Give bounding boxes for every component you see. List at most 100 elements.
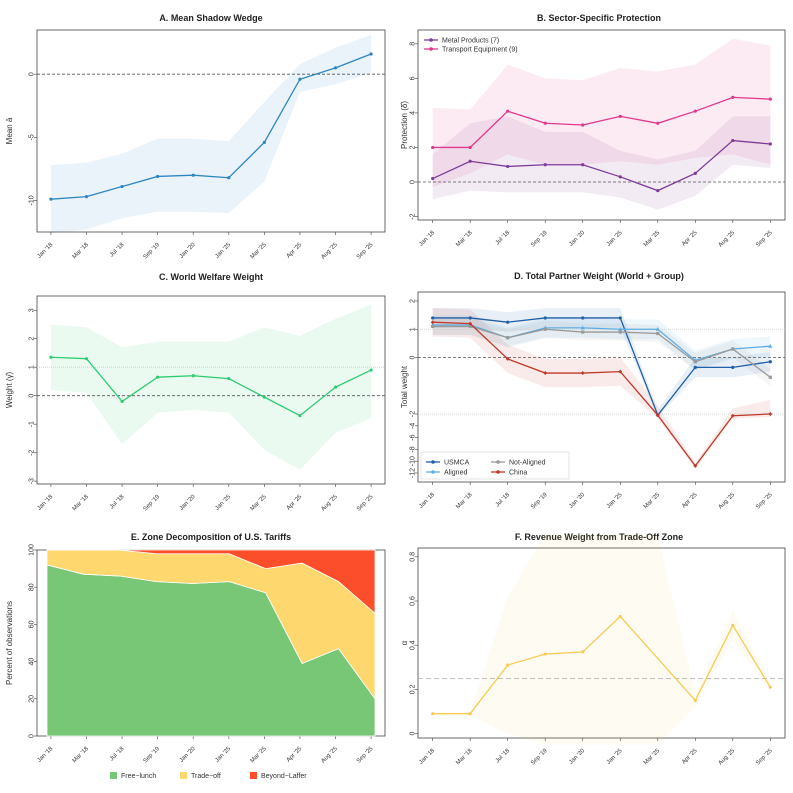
data-point (618, 114, 622, 118)
data-point (430, 320, 435, 325)
y-tick-label: 8 (410, 42, 417, 46)
data-point (543, 163, 547, 167)
x-tick-label: Apr '25 (681, 492, 699, 510)
legend-box (420, 451, 570, 480)
y-tick-label: -2 (410, 411, 417, 417)
x-tick-label: Jan '25 (214, 242, 232, 260)
data-point (468, 316, 472, 320)
data-point (431, 145, 435, 150)
data-point (506, 109, 510, 113)
data-point (468, 159, 472, 163)
series-line (432, 324, 771, 362)
x-tick-label: Jan '25 (606, 748, 624, 766)
y-tick-label: 0.6 (410, 596, 417, 606)
confidence-band (432, 534, 771, 745)
y-tick-label: 80 (29, 583, 36, 591)
x-tick-label: Mar '25 (643, 492, 662, 511)
legend-label: Free−lunch (121, 773, 156, 780)
x-tick-label: Sep '19 (530, 230, 549, 249)
x-tick-label: Sep '25 (755, 748, 774, 767)
data-point (431, 176, 435, 181)
y-tick-label: 1 (410, 327, 417, 331)
x-tick-label: Jan '20 (568, 748, 586, 766)
x-tick-label: Mar '18 (455, 492, 474, 511)
y-tick-label: 0 (29, 394, 36, 398)
x-tick-label: Apr '25 (286, 746, 304, 764)
y-tick-label: -10 (410, 456, 417, 466)
legend-marker (496, 460, 500, 464)
data-point (580, 371, 585, 376)
x-tick-label: Sep '19 (143, 746, 162, 765)
x-tick-label: Apr '25 (286, 242, 304, 260)
y-tick-label: 0.2 (410, 684, 417, 694)
data-point (262, 395, 266, 399)
legend-marker (431, 460, 435, 464)
legend-label: Beyond−Laffer (261, 773, 307, 780)
panel-C: C. World Welfare Weight Jan '18 Mar '18 Jul… (5, 272, 386, 513)
data-point (693, 360, 697, 364)
x-tick-label: Jan '25 (214, 746, 232, 764)
confidence-band (432, 116, 771, 210)
y-tick-label: -3 (29, 478, 36, 484)
data-point (506, 663, 510, 667)
y-tick-label: -5 (29, 134, 36, 140)
x-tick-label: Aug '25 (718, 230, 737, 249)
x-tick-label: Jan '25 (606, 492, 624, 510)
confidence-band (432, 38, 771, 188)
y-tick-label: 40 (29, 658, 36, 666)
data-point (506, 336, 510, 340)
x-tick-label: Jan '20 (568, 492, 586, 510)
area-layer (47, 549, 376, 615)
x-tick-label: Jan '20 (179, 242, 197, 260)
panel-F: F. Revenue Weight from Trade-Off Zone Jan… (400, 532, 786, 767)
legend-swatch (180, 772, 187, 779)
y-tick-label: -6 (410, 434, 417, 440)
panel-title: A. Mean Shadow Wedge (159, 13, 262, 23)
confidence-band (50, 35, 372, 234)
data-point (581, 650, 585, 654)
legend-marker (496, 470, 500, 474)
x-tick-label: Aug '25 (320, 746, 339, 765)
plot-frame (417, 547, 786, 739)
x-tick-label: Jan '18 (418, 492, 436, 510)
x-tick-label: Jan '18 (37, 242, 55, 260)
data-point (227, 377, 231, 381)
confidence-band (432, 308, 771, 469)
data-point (731, 365, 735, 369)
x-tick-label: Jul '18 (109, 746, 126, 763)
x-tick-label: Aug '25 (320, 494, 339, 513)
x-tick-label: Mar '25 (643, 748, 662, 767)
data-point (262, 140, 266, 144)
y-tick-label: 2 (410, 145, 417, 149)
x-tick-label: Sep '25 (755, 492, 774, 511)
x-tick-label: Jan '20 (179, 746, 197, 764)
y-axis-label: Total weight (400, 365, 409, 408)
x-tick-label: Mar '18 (72, 746, 91, 765)
panel-D: D. Total Partner Weight (World + Group) J… (400, 271, 786, 511)
panel-title: B. Sector-Specific Protection (537, 13, 661, 23)
y-tick-label: -1 (29, 421, 36, 427)
data-point (543, 371, 548, 376)
x-tick-label: Mar '25 (250, 494, 269, 513)
x-tick-label: Sep '25 (356, 494, 375, 513)
x-tick-label: Mar '18 (455, 748, 474, 767)
x-tick-label: Aug '25 (718, 492, 737, 511)
data-point (581, 163, 585, 167)
data-point (120, 184, 124, 189)
x-tick-label: Sep '25 (755, 230, 774, 249)
x-tick-label: Sep '19 (530, 492, 549, 511)
x-tick-label: Aug '25 (320, 242, 339, 261)
x-tick-label: Jan '25 (606, 230, 624, 248)
y-tick-label: 2 (410, 299, 417, 303)
series-line (432, 317, 771, 417)
y-tick-label: 60 (29, 620, 36, 628)
data-point (120, 399, 124, 403)
panel-title: E. Zone Decomposition of U.S. Tariffs (131, 532, 291, 542)
data-point (49, 355, 53, 359)
x-tick-label: Mar '18 (455, 230, 474, 249)
legend-marker (429, 47, 433, 51)
data-point (506, 164, 510, 169)
data-point (505, 356, 510, 361)
x-tick-label: Jan '18 (37, 494, 55, 512)
